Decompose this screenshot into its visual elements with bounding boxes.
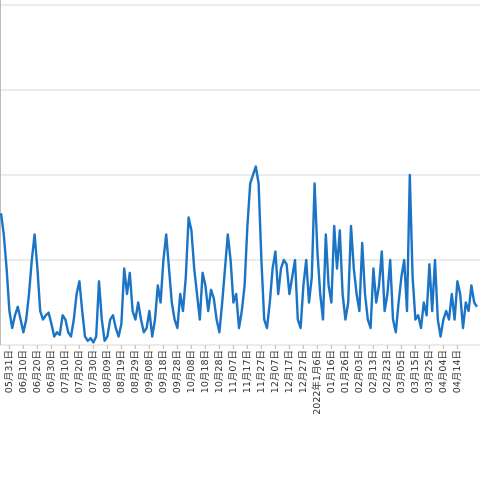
x-tick-label: 04月14日 [452,350,463,393]
x-tick-label: 01月16日 [326,350,337,393]
x-tick-label: 12月17日 [284,350,295,393]
x-tick-label: 08月09日 [102,350,113,393]
x-tick-label: 02月03日 [354,350,365,393]
x-tick-label: 03月05日 [396,350,407,393]
x-tick-label: 08月19日 [116,350,127,393]
x-tick-label: 10月08日 [186,350,197,393]
x-tick-label: 10月28日 [214,350,225,393]
x-tick-label: 09月08日 [144,350,155,393]
x-tick-label: 02月23日 [382,350,393,393]
x-tick-label: 03月15日 [410,350,421,393]
x-tick-label: 07月30日 [88,350,99,393]
x-tick-label: 08月29日 [130,350,141,393]
x-tick-label: 11月27日 [256,350,267,393]
x-tick-label: 06月30日 [46,350,57,393]
x-tick-label: 02月13日 [368,350,379,393]
x-tick-label: 12月07日 [270,350,281,393]
x-tick-label: 06月20日 [32,350,43,393]
x-tick-label: 07月10日 [60,350,71,393]
x-tick-label: 09月18日 [158,350,169,393]
x-tick-label: 03月25日 [424,350,435,393]
x-tick-label: 09月28日 [172,350,183,393]
x-tick-label: 10月18日 [200,350,211,393]
x-tick-label: 07月20日 [74,350,85,393]
x-tick-label: 2022年1月6日 [311,350,323,415]
x-tick-label: 11月07日 [228,350,239,393]
x-tick-label: 06月10日 [18,350,29,393]
x-tick-label: 05月31日 [4,350,15,393]
x-tick-label: 11月17日 [242,350,253,393]
x-tick-label: 12月27日 [298,350,309,393]
x-tick-label: 01月26日 [340,350,351,393]
data-line [0,165,479,344]
x-tick-label: 04月04日 [438,350,449,393]
